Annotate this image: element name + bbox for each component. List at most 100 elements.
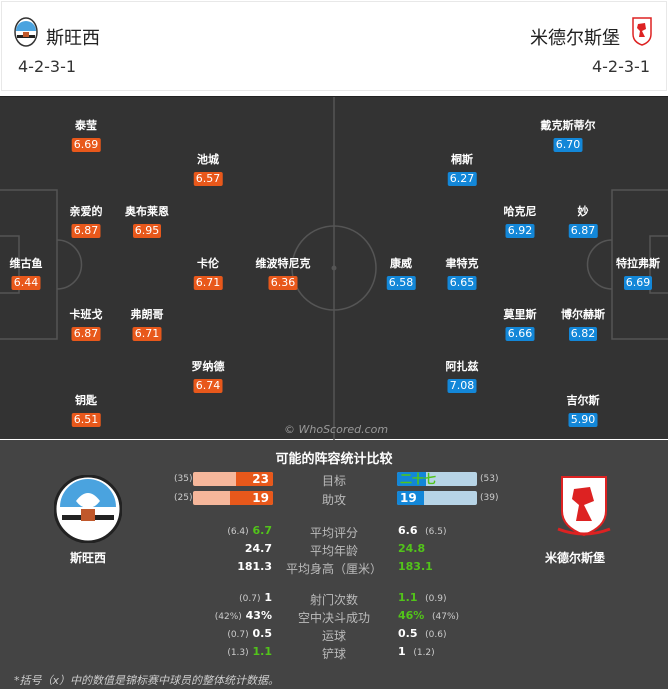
whoscored-watermark: © WhoScored.com [284,423,389,436]
home-club-name: 斯旺西 [70,551,107,565]
swansea-crest-icon [14,17,38,47]
away-player[interactable]: 聿特克 6.65 [446,257,479,290]
middlesbrough-crest-icon [632,17,652,46]
home-stat: (42%) 43% [214,609,272,622]
home-player[interactable]: 弗朗哥 6.71 [131,308,164,341]
player-name: 戴克斯蒂尔 [540,119,596,132]
home-stat: (6.4) 6.7 [227,524,272,537]
player-name: 卡班戈 [69,308,103,321]
player-rating: 6.70 [553,138,583,152]
away-player[interactable]: 吉尔斯 5.90 [567,394,600,427]
away-stat: 6.6 (6.5) [398,524,447,537]
player-name: 桐斯 [451,153,473,166]
home-value: 23 [252,472,269,486]
player-rating: 6.27 [447,172,477,186]
player-rating: 6.87 [71,224,101,238]
player-rating: 6.71 [132,327,162,341]
away-formation: 4-2-3-1 [591,57,650,76]
stat-label: 铲球 [321,647,346,661]
player-rating: 6.82 [568,327,598,341]
home-bar: 23 [193,472,273,486]
home-stat: 24.7 [244,542,272,555]
lineup-stats-panel: 可能的阵容统计比较 斯旺西 米德尔斯堡 (35) 23 目标 二十七 (53) (… [0,440,668,689]
player-rating: 6.87 [71,327,101,341]
home-player[interactable]: 维古鱼 6.44 [10,257,43,290]
player-rating: 6.51 [71,413,101,427]
player-name: 卡伦 [197,257,219,270]
player-name: 亲爱的 [69,205,103,218]
home-bar: 19 [193,491,273,505]
away-player[interactable]: 特拉弗斯 6.69 [616,257,660,290]
away-stat: 1 (1.2) [398,645,435,658]
player-rating: 7.08 [447,379,477,393]
player-rating: 6.36 [268,276,298,290]
home-team-name[interactable]: 斯旺西 [46,28,100,49]
away-team-name[interactable]: 米德尔斯堡 [530,28,620,49]
stat-label: 运球 [321,629,346,643]
away-player[interactable]: 桐斯 6.27 [447,153,477,186]
away-player[interactable]: 莫里斯 6.66 [504,308,537,341]
home-avg: (25) [174,493,193,503]
player-rating: 6.65 [447,276,477,290]
player-name: 特拉弗斯 [616,257,660,270]
player-name: 聿特克 [445,257,479,270]
away-player[interactable]: 康威 6.58 [386,257,416,290]
player-rating: 6.74 [193,379,223,393]
stat-label: 助攻 [321,493,346,507]
away-player[interactable]: 哈克尼 6.92 [504,205,537,238]
home-formation: 4-2-3-1 [18,57,77,76]
home-stat: (0.7) 1 [239,591,272,604]
home-avg: (35) [174,474,193,484]
away-player[interactable]: 戴克斯蒂尔 6.70 [541,119,596,152]
player-rating: 6.57 [193,172,223,186]
away-club-name: 米德尔斯堡 [545,551,606,565]
home-player[interactable]: 亲爱的 6.87 [70,205,103,238]
away-stat: 46% (47%) [398,609,460,622]
player-rating: 6.95 [132,224,162,238]
middlesbrough-logo-icon [557,476,611,537]
player-name: 阿扎兹 [445,360,479,373]
home-player[interactable]: 池城 6.57 [193,153,223,186]
player-rating: 6.69 [71,138,101,152]
stats-title: 可能的阵容统计比较 [275,452,393,467]
stat-label: 目标 [321,474,346,488]
home-player[interactable]: 钥匙 6.51 [71,394,101,427]
player-rating: 6.44 [11,276,41,290]
away-player[interactable]: 阿扎兹 7.08 [446,360,479,393]
away-bar: 19 [397,491,477,505]
player-name: 维波特尼克 [255,257,311,270]
stat-label: 平均身高（厘米） [285,562,382,576]
player-name: 泰莹 [75,119,97,132]
player-name: 哈克尼 [503,205,537,218]
stat-label: 空中决斗成功 [297,611,370,625]
away-stat: 24.8 [398,542,426,555]
home-player[interactable]: 奥布莱恩 6.95 [125,205,169,238]
player-name: 康威 [390,257,412,270]
player-rating: 5.90 [568,413,598,427]
player-name: 妙 [577,205,589,218]
home-player[interactable]: 卡班戈 6.87 [70,308,103,341]
player-name: 弗朗哥 [130,308,164,321]
away-value: 二十七 [400,472,437,486]
home-stat: 181.3 [237,560,272,573]
stat-label: 射门次数 [309,593,358,607]
footnote: *括号（x）中的数值是锦标赛中球员的整体统计数据。 [14,674,280,687]
player-rating: 6.87 [568,224,598,238]
away-player[interactable]: 博尔赫斯 6.82 [561,308,605,341]
home-player[interactable]: 泰莹 6.69 [71,119,101,152]
away-player[interactable]: 妙 6.87 [568,205,598,238]
home-player[interactable]: 罗纳德 6.74 [192,360,225,393]
away-avg: (53) [480,474,499,484]
away-stat: 1.1 (0.9) [398,591,447,604]
home-player[interactable]: 维波特尼克 6.36 [256,257,311,290]
stat-label: 平均年龄 [309,544,358,558]
pitch-lines [0,97,668,440]
player-name: 池城 [197,153,219,166]
swansea-logo-icon [54,475,122,543]
away-stat: 183.1 [398,560,433,573]
player-rating: 6.66 [505,327,535,341]
player-name: 吉尔斯 [566,394,600,407]
match-header: 斯旺西 4-2-3-1 米德尔斯堡 4-2-3-1 [1,1,667,91]
player-name: 钥匙 [75,394,97,407]
home-player[interactable]: 卡伦 6.71 [193,257,223,290]
